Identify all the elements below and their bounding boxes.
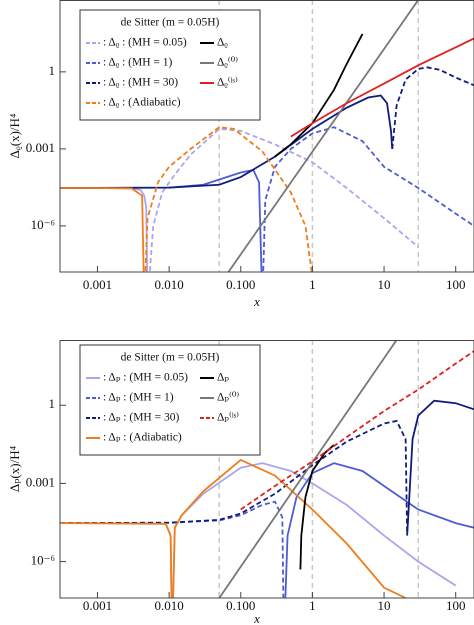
x-tick-label: 0.010 <box>154 277 183 292</box>
x-axis-label: x <box>253 294 260 309</box>
plot-frame <box>59 0 474 273</box>
legend-label: : Δₚ : (Adiabatic) <box>103 432 182 444</box>
legend-label: : Δₚ : (MH = 1) <box>103 392 174 404</box>
x-tick-label: 0.100 <box>226 277 255 292</box>
series-line <box>60 500 285 598</box>
series-line <box>274 33 364 158</box>
legend-label: Δᵨ <box>217 37 228 49</box>
legend-label: : Δₚ : (MH = 0.05) <box>103 372 188 384</box>
y-tick-label: 0.001 <box>26 140 55 155</box>
legend-label: Δᵨ⁽⁰⁾ <box>217 57 238 69</box>
panel: 0.001 0.010 0.100 1 10 100 10⁻⁶ 0.001 1 x Δᵨ(x)/H⁴… <box>7 0 474 309</box>
legend: de Sitter (m = 0.05H) : Δₚ : (MH = 0.05):… <box>79 344 261 456</box>
legend-label: Δₚ⁽⁰⁾ <box>217 392 239 404</box>
legend-label: : Δₚ : (MH = 30) <box>103 412 179 424</box>
x-tick-label: 10 <box>378 277 391 292</box>
legend-label: Δᵨ⁽ˡˢ⁾ <box>217 77 238 89</box>
x-tick-label: 0.100 <box>226 598 255 613</box>
plot-frame <box>59 340 474 599</box>
series-line <box>60 187 145 272</box>
x-tick-label: 0.010 <box>154 598 183 613</box>
legend-title: de Sitter (m = 0.05H) <box>121 352 220 364</box>
x-tick-label: 10 <box>378 598 391 613</box>
legend-label: : Δᵨ : (MH = 30) <box>103 77 178 89</box>
series-line <box>172 458 407 598</box>
series-line <box>60 94 394 189</box>
y-axis-label: Δᵨ(x)/H⁴ <box>7 113 22 158</box>
legend: de Sitter (m = 0.05H) : Δᵨ : (MH = 0.05):… <box>79 9 261 121</box>
panel: 0.001 0.010 0.100 1 10 100 10⁻⁶ 0.001 1 x Δₚ(x)/H⁴… <box>7 340 474 625</box>
legend-box <box>79 344 261 456</box>
plot-area <box>60 0 474 272</box>
legend-title: de Sitter (m = 0.05H) <box>121 17 220 29</box>
series-line <box>290 37 474 138</box>
series-line <box>60 419 409 536</box>
x-tick-label: 1 <box>309 277 316 292</box>
legend-label: Δₚ <box>217 372 229 384</box>
x-tick-label: 100 <box>446 277 466 292</box>
series-line <box>240 350 474 511</box>
legend-box <box>79 9 261 121</box>
legend-label: : Δᵨ : (MH = 0.05) <box>103 37 187 49</box>
series-line <box>299 444 335 570</box>
series-line <box>406 399 474 536</box>
legend-label: : Δᵨ : (MH = 1) <box>103 57 173 69</box>
legend-label: Δₚ⁽ˡˢ⁾ <box>217 412 239 424</box>
x-tick-label: 0.001 <box>83 598 112 613</box>
series-line <box>227 0 420 272</box>
x-tick-label: 1 <box>309 598 316 613</box>
y-tick-label: 0.001 <box>26 474 55 489</box>
y-tick-label: 1 <box>49 63 56 78</box>
y-tick-label: 10⁻⁶ <box>31 217 55 232</box>
y-tick-label: 1 <box>49 396 56 411</box>
series-line <box>60 522 173 598</box>
series-line <box>148 127 419 272</box>
legend-label: : Δᵨ : (Adiabatic) <box>103 97 181 109</box>
y-tick-label: 10⁻⁶ <box>31 553 55 568</box>
x-axis-label: x <box>253 611 260 625</box>
x-tick-label: 100 <box>446 598 466 613</box>
y-axis-label: Δₚ(x)/H⁴ <box>7 445 22 492</box>
series-line <box>218 340 398 598</box>
series-line <box>284 462 474 598</box>
series-line <box>391 66 474 149</box>
x-tick-label: 0.001 <box>83 277 112 292</box>
plot-area <box>60 340 474 598</box>
series-line <box>262 126 474 272</box>
